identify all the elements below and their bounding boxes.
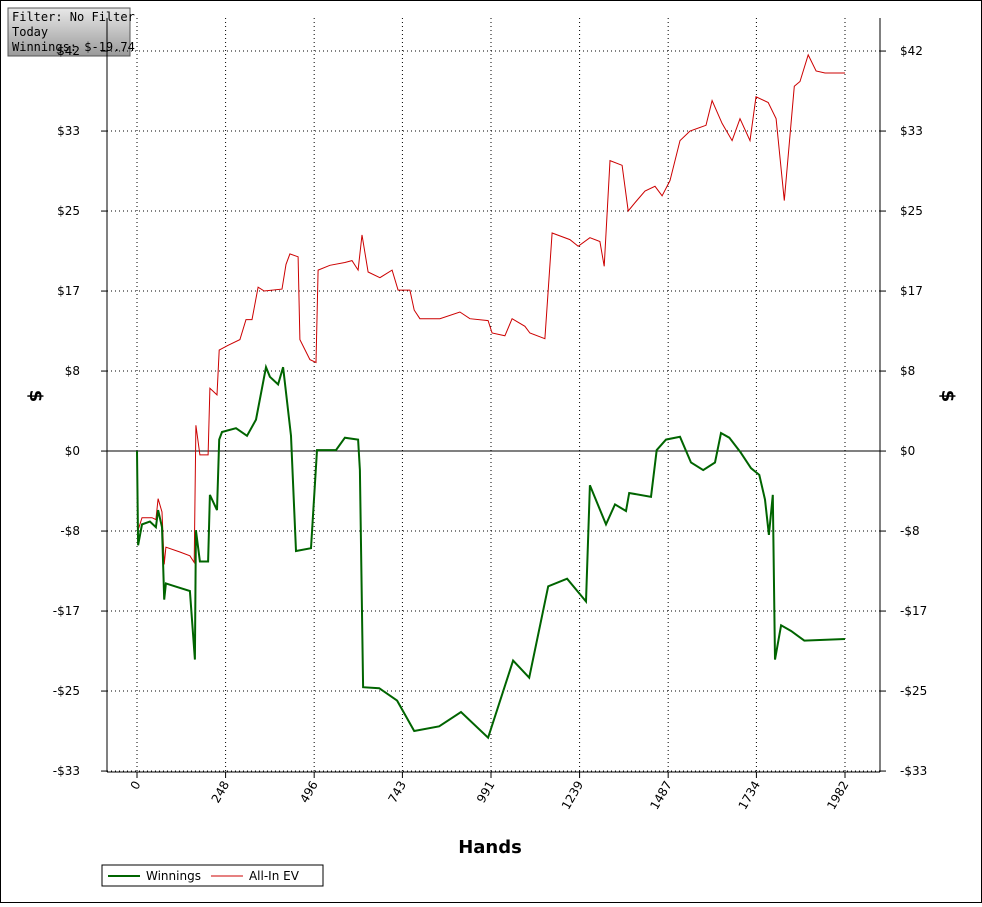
y2-tick-label: -$33 xyxy=(900,764,927,778)
legend-label: All-In EV xyxy=(249,869,300,883)
y-tick-label: -$25 xyxy=(53,684,80,698)
legend-label: Winnings xyxy=(146,869,201,883)
y2-tick-label: -$17 xyxy=(900,604,927,618)
y-tick-label: $33 xyxy=(57,124,80,138)
info-period: Today xyxy=(12,25,48,39)
y-axis-title: $ xyxy=(25,390,46,403)
y2-tick-label: $42 xyxy=(900,44,923,58)
info-box xyxy=(7,7,131,57)
y2-tick-label: $17 xyxy=(900,284,923,298)
info-winnings: Winnings: $-19.74 xyxy=(12,40,135,54)
y2-tick-label: $0 xyxy=(900,444,915,458)
info-filter: Filter: No Filter xyxy=(12,10,135,24)
series-line xyxy=(136,53,845,565)
y-tick-label: $25 xyxy=(57,204,80,218)
y-tick-label: -$17 xyxy=(53,604,80,618)
y2-tick-label: $8 xyxy=(900,364,915,378)
y-tick-label: $0 xyxy=(65,444,80,458)
y2-tick-label: -$25 xyxy=(900,684,927,698)
y2-tick-label: $33 xyxy=(900,124,923,138)
series-line xyxy=(136,363,846,740)
x-axis-title: Hands xyxy=(458,837,522,858)
y-tick-label: $8 xyxy=(65,364,80,378)
y-tick-label: $42 xyxy=(57,44,80,58)
y2-axis-title: $ xyxy=(937,390,958,403)
y-tick-label: $17 xyxy=(57,284,80,298)
y-tick-label: -$33 xyxy=(53,764,80,778)
y2-tick-label: -$8 xyxy=(900,524,920,538)
y-tick-label: -$8 xyxy=(60,524,80,538)
y2-tick-label: $25 xyxy=(900,204,923,218)
